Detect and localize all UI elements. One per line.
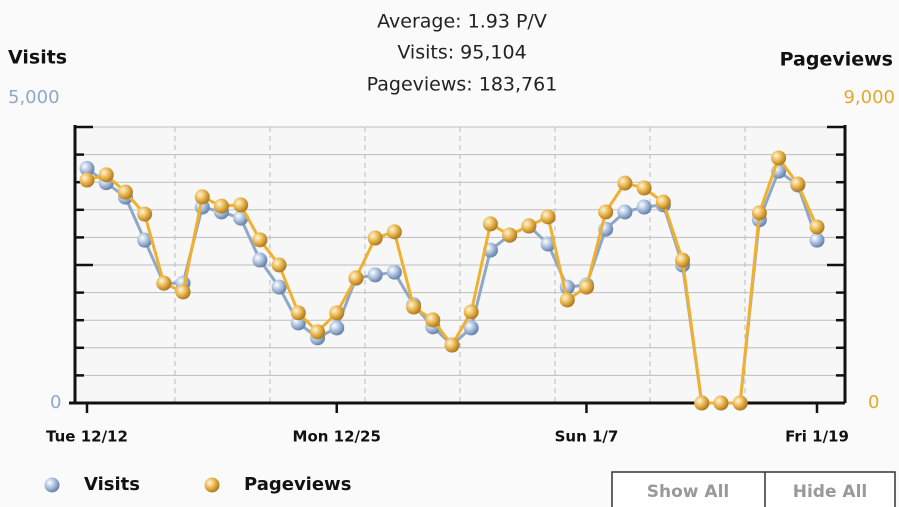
x-tick-label: Mon 12/25 [293,428,381,446]
data-point [751,205,767,221]
data-point [713,395,729,411]
data-point [367,230,383,246]
data-point [636,180,652,196]
data-point [809,232,825,248]
legend-label: Pageviews [244,474,351,495]
data-point [213,198,229,214]
y2-axis-title: Pageviews [780,49,893,71]
data-point [79,160,95,176]
data-point [329,320,345,336]
data-point [617,204,633,220]
data-point [271,279,287,295]
data-point [348,270,364,286]
data-point [310,324,326,340]
data-point [156,275,172,291]
data-point [675,252,691,268]
data-point [233,197,249,213]
legend-marker [204,477,220,493]
data-point [137,206,153,222]
header-line: Average: 1.93 P/V [377,11,547,33]
data-point [367,267,383,283]
data-point [425,312,441,328]
data-point [636,199,652,215]
y-tick-label: 0 [50,392,61,413]
data-point [617,175,633,191]
marks [79,150,825,411]
y2-tick-label: 0 [868,392,879,413]
y-axis-title: Visits [8,47,67,69]
data-point [790,176,806,192]
data-point [482,216,498,232]
data-point [559,292,575,308]
data-point [252,232,268,248]
data-point [598,204,614,220]
x-tick-label: Tue 12/12 [46,428,128,446]
data-point [406,299,422,315]
data-point [502,227,518,243]
data-point [386,264,402,280]
data-point [117,184,133,200]
header-line: Pageviews: 183,761 [367,74,558,96]
data-point [521,218,537,234]
data-point [655,194,671,210]
x-tick-label: Sun 1/7 [555,428,619,446]
x-tick-label: Fri 1/19 [785,428,849,446]
data-point [463,320,479,336]
data-point [329,305,345,321]
data-point [175,284,191,300]
data-point [79,172,95,188]
data-point [194,189,210,205]
y-tick-label: 5,000 [8,87,60,108]
data-point [694,395,710,411]
data-point [578,279,594,295]
data-point [252,252,268,268]
show-all-button[interactable]: Show All [647,482,729,502]
data-point [386,224,402,240]
data-point [290,305,306,321]
legend-marker [44,477,60,493]
data-point [463,304,479,320]
data-point [732,395,748,411]
data-point [137,232,153,248]
data-point [271,257,287,273]
data-point [98,167,114,183]
data-point [771,150,787,166]
data-point [540,236,556,252]
data-point [540,209,556,225]
legend-label: Visits [84,474,140,495]
data-point [444,337,460,353]
hide-all-button[interactable]: Hide All [793,482,867,502]
button-group [611,471,896,507]
header-line: Visits: 95,104 [397,42,526,64]
y2-tick-label: 9,000 [843,87,895,108]
data-point [809,219,825,235]
